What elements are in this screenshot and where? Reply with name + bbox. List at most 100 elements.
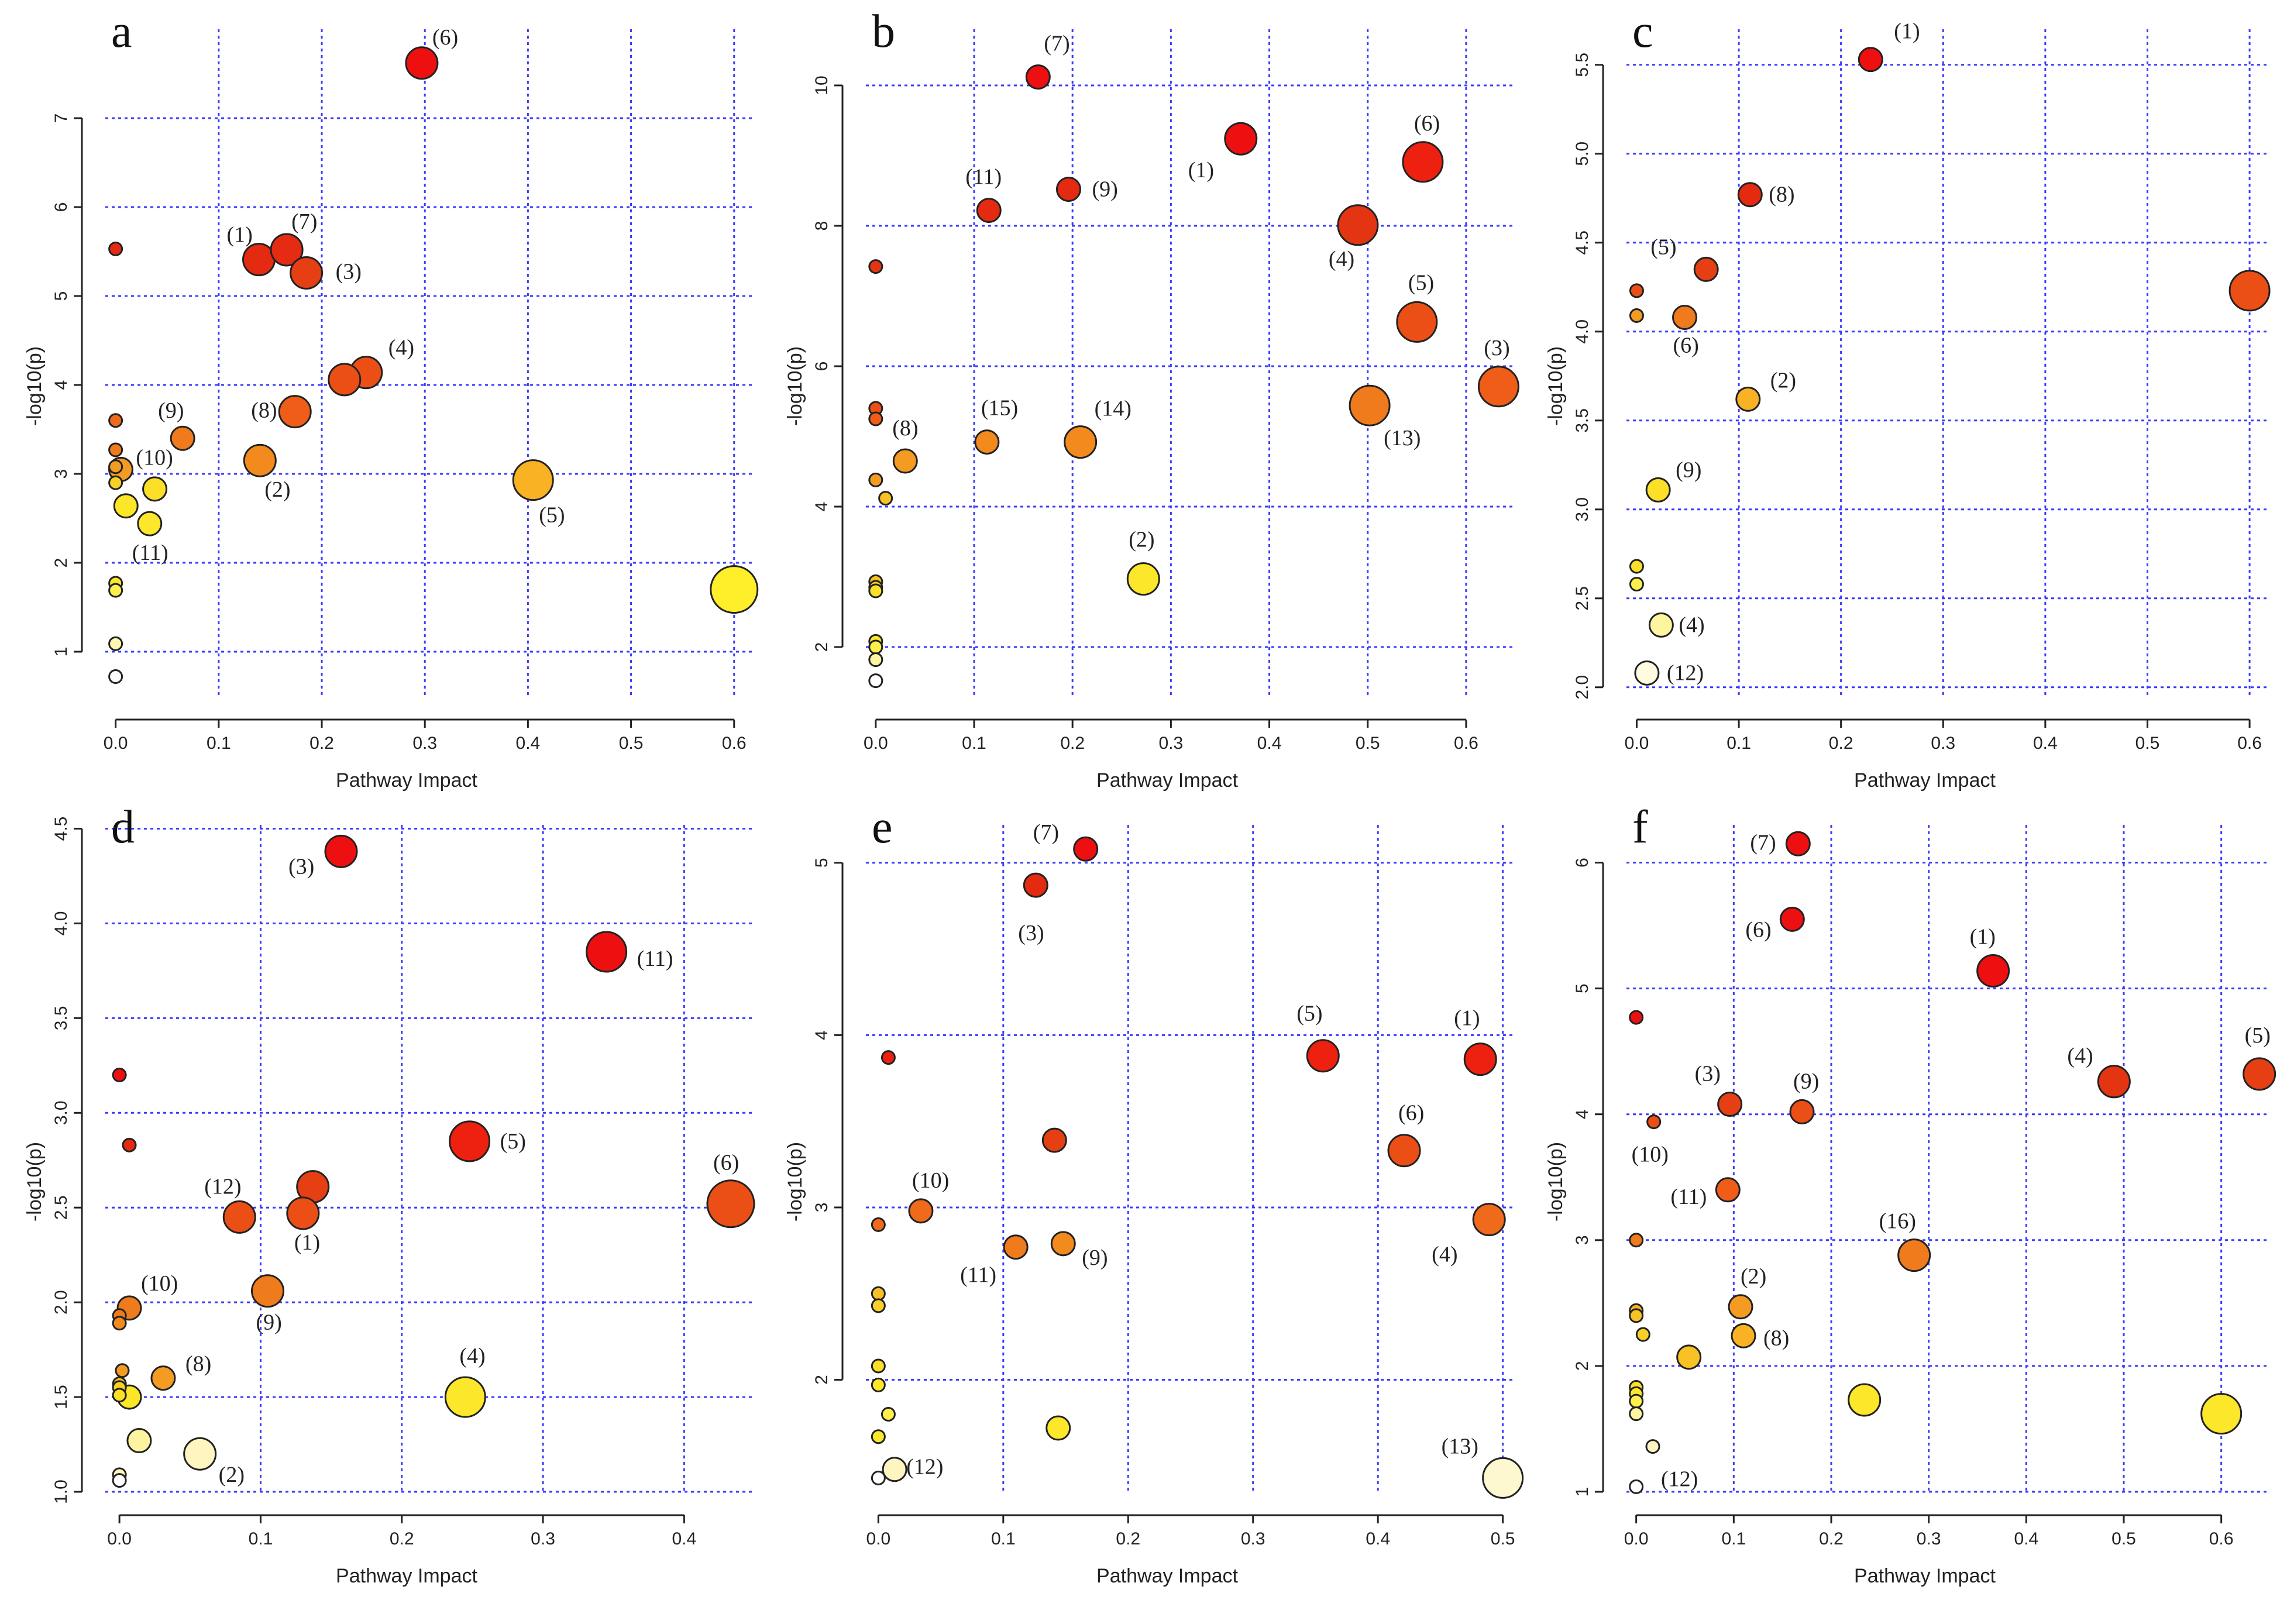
data-point — [1055, 177, 1081, 202]
point-label: (9) — [1676, 457, 1701, 482]
data-point — [444, 1376, 486, 1418]
data-point — [1648, 612, 1674, 638]
data-point — [1728, 1294, 1753, 1320]
data-point — [108, 583, 123, 598]
data-point — [290, 256, 324, 290]
data-point — [1629, 1394, 1644, 1409]
y-tick-label: 6 — [812, 362, 831, 371]
data-point — [1629, 1233, 1644, 1248]
y-tick-label: 4 — [812, 502, 831, 512]
data-point — [1629, 1406, 1644, 1422]
data-point — [270, 233, 304, 267]
panel-label: d — [111, 801, 135, 853]
x-tick-label: 0.2 — [390, 1529, 414, 1549]
point-label: (5) — [500, 1129, 526, 1154]
point-label: (2) — [1770, 368, 1796, 393]
data-point — [1715, 1177, 1741, 1203]
data-point — [1472, 1203, 1506, 1237]
point-label: (3) — [336, 259, 362, 284]
point-label: (8) — [1763, 1326, 1789, 1350]
data-point — [1482, 1457, 1524, 1499]
panel-f: 0.0 0.1 0.2 0.3 0.4 0.5 0.6 1 2 3 4 5 6 Pathway Impac… — [1545, 801, 2276, 1587]
point-label: (10) — [141, 1271, 178, 1296]
point-label: (16) — [1879, 1209, 1916, 1234]
data-point — [1477, 366, 1519, 408]
point-label: (1) — [294, 1230, 320, 1255]
data-point — [1025, 64, 1051, 90]
data-point — [278, 395, 312, 429]
point-label: (1) — [1970, 925, 1996, 949]
y-tick-label: 3 — [51, 469, 71, 479]
data-point — [1023, 872, 1048, 898]
point-label: (10) — [136, 445, 173, 470]
data-point — [1396, 301, 1438, 343]
x-tick-label: 0.5 — [619, 734, 644, 753]
point-label: (4) — [2067, 1044, 2093, 1068]
y-tick-label: 3.5 — [1573, 408, 1592, 433]
data-point — [881, 1050, 896, 1065]
x-tick-label: 0.2 — [1116, 1529, 1140, 1549]
data-point — [871, 1286, 886, 1301]
data-point — [170, 425, 195, 451]
point-label: (11) — [1670, 1185, 1707, 1209]
x-axis-label: Pathway Impact — [1096, 1565, 1238, 1587]
point-label: (1) — [1894, 19, 1920, 44]
x-tick-label: 0.0 — [1625, 734, 1649, 753]
point-label: (6) — [432, 25, 458, 50]
y-tick-label: 1 — [51, 647, 71, 657]
y-tick-label: 5.5 — [1573, 53, 1592, 77]
y-tick-label: 2.5 — [1573, 586, 1592, 611]
data-point — [1645, 1439, 1660, 1454]
x-tick-label: 0.4 — [516, 734, 541, 753]
x-tick-label: 0.5 — [1356, 734, 1380, 753]
y-tick-label: 3 — [1573, 1235, 1592, 1245]
x-axis-label: Pathway Impact — [336, 1565, 477, 1587]
data-point — [586, 931, 628, 973]
y-tick-label: 10 — [812, 75, 831, 95]
point-label: (10) — [1632, 1143, 1669, 1167]
panel-b: 0.0 0.1 0.2 0.3 0.4 0.5 0.6 2 4 6 8 10 Pathway Impac… — [784, 6, 1519, 792]
data-point — [710, 565, 759, 614]
data-point — [324, 834, 358, 868]
panel-c: 0.0 0.1 0.2 0.3 0.4 0.5 0.6 2.0 2.5 3.0 3.5 4.0 4.5 5… — [1545, 6, 2271, 792]
data-point — [142, 476, 168, 502]
y-tick-label: 8 — [812, 221, 831, 231]
data-point — [1629, 1010, 1644, 1025]
data-point — [868, 472, 883, 487]
data-point — [222, 1200, 256, 1234]
x-tick-label: 0.0 — [1624, 1529, 1649, 1549]
x-tick-label: 0.1 — [1727, 734, 1751, 753]
y-tick-label: 4 — [812, 1030, 831, 1040]
y-tick-label: 6 — [51, 202, 71, 212]
point-label: (12) — [906, 1455, 943, 1480]
data-point — [405, 46, 439, 80]
x-tick-label: 0.1 — [962, 734, 986, 753]
data-point — [974, 429, 1000, 455]
point-label: (5) — [1408, 270, 1434, 295]
panel-a: 0.0 0.1 0.2 0.3 0.4 0.5 0.6 1 2 3 4 5 6 7 Pathway Impa… — [23, 6, 759, 792]
data-point — [871, 1358, 886, 1374]
point-label: (9) — [1793, 1069, 1819, 1093]
data-point — [1737, 182, 1763, 208]
x-tick-label: 0.0 — [107, 1529, 132, 1549]
data-point — [113, 493, 139, 519]
x-tick-label: 0.4 — [2014, 1529, 2038, 1549]
panel-label: a — [111, 6, 132, 57]
data-point — [1897, 1238, 1931, 1272]
data-point — [1731, 1323, 1756, 1348]
data-point — [2228, 270, 2271, 312]
y-axis-label: -log10(p) — [784, 346, 806, 426]
x-tick-label: 0.2 — [1819, 1529, 1844, 1549]
x-tick-label: 0.3 — [1159, 734, 1184, 753]
point-label: (9) — [1082, 1245, 1108, 1270]
point-label: (4) — [459, 1344, 485, 1368]
data-point — [1645, 477, 1671, 503]
data-point — [1046, 1415, 1071, 1441]
data-point — [892, 448, 918, 474]
data-point — [1735, 386, 1761, 412]
data-point — [908, 1198, 934, 1224]
data-point — [1629, 1479, 1644, 1494]
data-point — [122, 1137, 137, 1152]
y-tick-label: 4 — [51, 380, 71, 390]
